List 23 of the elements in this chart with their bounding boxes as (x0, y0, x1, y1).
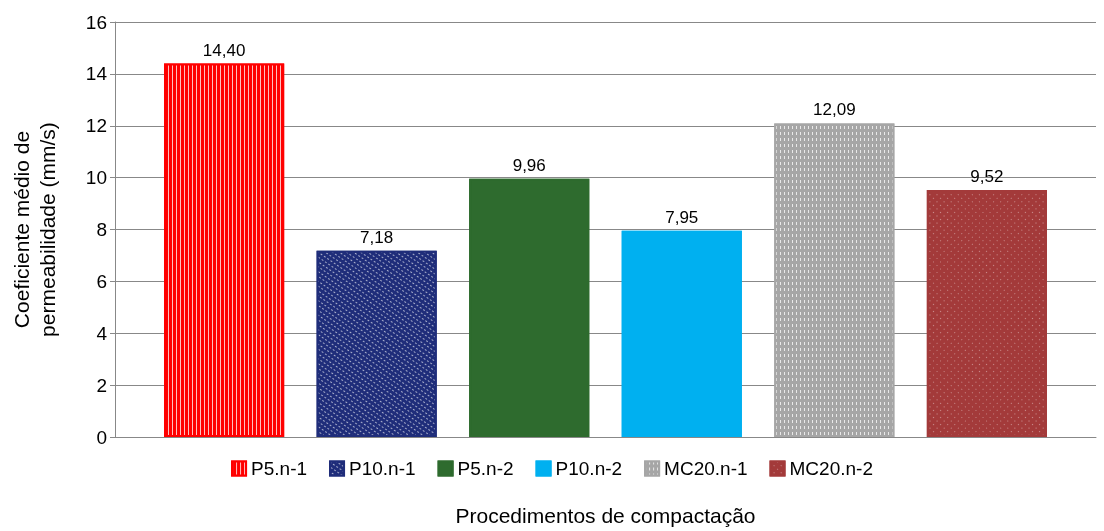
data-label: 9,96 (512, 155, 546, 175)
y-tick-label: 4 (96, 322, 108, 344)
x-axis-title: Procedimentos de compactação (455, 504, 756, 527)
legend-label: MC20.n-2 (789, 458, 873, 479)
data-label: 12,09 (813, 100, 856, 120)
legend-label: P10.n-1 (349, 458, 416, 479)
legend-label: P10.n-2 (555, 458, 623, 479)
data-label: 7,95 (665, 207, 699, 227)
y-tick-label: 16 (85, 11, 107, 33)
data-label: 9,52 (970, 167, 1004, 187)
y-tick-label: 2 (96, 374, 107, 396)
y-tick-label: 0 (96, 426, 107, 448)
y-tick-label: 12 (85, 115, 107, 137)
legend-label: MC20.n-1 (664, 458, 748, 479)
y-tick-label: 10 (85, 167, 107, 189)
legend-label: P5.n-1 (251, 458, 308, 479)
legend-label: P5.n-2 (457, 458, 514, 479)
data-label: 14,40 (202, 40, 246, 60)
y-axis-title: Coeficiente médio de permeabilidade (mm/s) (9, 122, 59, 337)
y-tick-label: 6 (96, 270, 107, 292)
y-tick-label: 14 (85, 63, 108, 85)
y-tick-label: 8 (96, 219, 107, 240)
data-label: 7,18 (360, 227, 394, 247)
